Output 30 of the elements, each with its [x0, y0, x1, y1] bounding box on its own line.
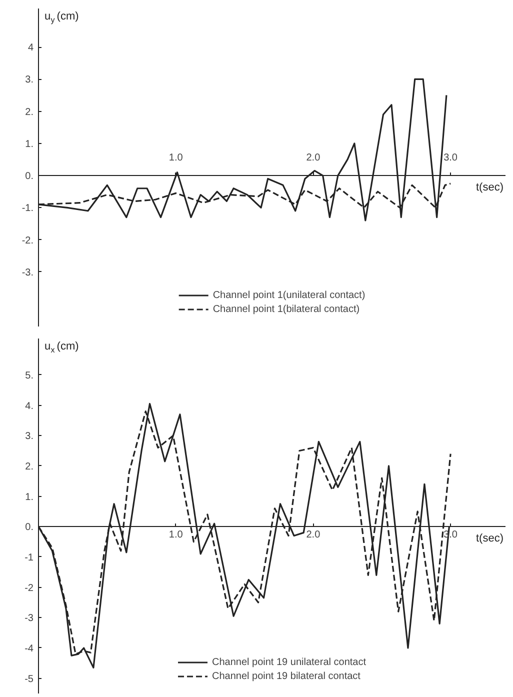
y-tick-label: -1: [24, 552, 34, 564]
legend-label: Channel point 19 bilateral contact: [212, 670, 360, 683]
legend-label: Channel point 1(bilateral contact): [212, 302, 360, 316]
x-tick-label: 2.0: [306, 152, 321, 164]
y-tick-label: 0.: [25, 522, 34, 534]
y-tick-label: 3.: [25, 74, 34, 86]
y-tick-label: 4: [28, 42, 34, 54]
y-tick-label: 4.: [25, 400, 34, 412]
y-tick-label: -4: [24, 643, 34, 654]
y-tick-label: 5.: [25, 370, 34, 382]
y-tick-label: 1.: [25, 138, 34, 150]
legend-label: Channel point 1(unilateral contact): [212, 288, 366, 302]
y-tick-label: 2.: [25, 461, 34, 472]
x-tick-label: 1.0: [168, 530, 184, 541]
y-tick-label: 1.: [25, 492, 34, 503]
x-tick-label: 3.0: [444, 152, 458, 164]
x-axis-title: t(sec): [476, 182, 504, 194]
y-tick-label: -2: [24, 582, 34, 594]
y-tick-label: 3.: [25, 431, 34, 442]
y-tick-label: 2.: [25, 106, 34, 118]
x-tick-label: 2.0: [306, 530, 321, 541]
y-tick-label: -3: [24, 613, 34, 624]
y-tick-label: -2.: [22, 235, 34, 246]
x-tick-label: 1.0: [168, 152, 184, 164]
y-tick-label: -5: [24, 674, 34, 685]
x-axis-title: t(sec): [476, 532, 504, 545]
y-tick-label: 0.: [25, 171, 34, 182]
y-tick-label: -3.: [22, 267, 34, 278]
y-tick-label: -1.: [22, 203, 34, 214]
legend-label: Channel point 19 unilateral contact: [212, 656, 366, 669]
